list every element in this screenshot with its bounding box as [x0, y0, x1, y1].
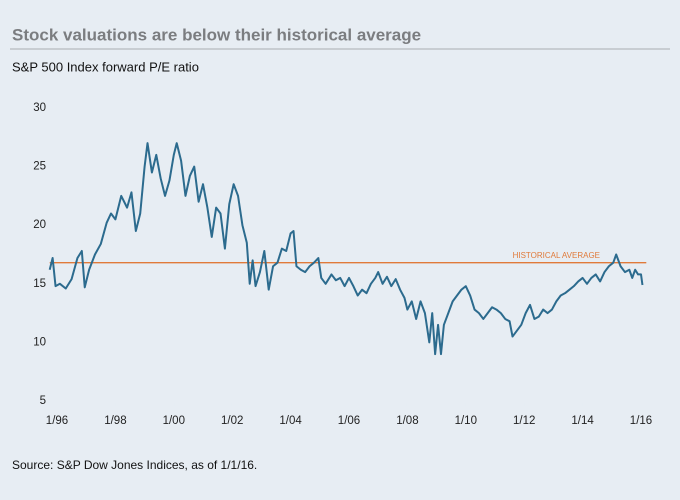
x-tick-label: 1/00 — [163, 415, 185, 427]
y-tick-label: 25 — [33, 161, 46, 173]
source-note: Source: S&P Dow Jones Indices, as of 1/1… — [12, 458, 257, 472]
x-tick-label: 1/04 — [279, 415, 302, 427]
x-tick-label: 1/12 — [513, 415, 535, 427]
chart-subtitle: S&P 500 Index forward P/E ratio — [12, 59, 199, 74]
y-tick-label: 15 — [33, 278, 46, 290]
x-tick-label: 1/16 — [630, 415, 652, 427]
x-tick-label: 1/06 — [338, 415, 360, 427]
x-tick-label: 1/10 — [455, 415, 477, 427]
historical-average-label: HISTORICAL AVERAGE — [513, 251, 600, 260]
x-tick-label: 1/98 — [104, 415, 126, 427]
x-tick-label: 1/08 — [396, 415, 418, 427]
x-tick-label: 1/14 — [571, 415, 594, 427]
y-tick-label: 10 — [33, 336, 46, 348]
y-tick-label: 5 — [40, 395, 46, 407]
x-tick-label: 1/02 — [221, 415, 243, 427]
y-tick-label: 30 — [33, 102, 46, 114]
pe-ratio-line — [48, 142, 644, 356]
chart-title: Stock valuations are below their histori… — [12, 25, 421, 44]
x-tick-label: 1/96 — [46, 415, 68, 427]
y-tick-label: 20 — [33, 219, 46, 231]
